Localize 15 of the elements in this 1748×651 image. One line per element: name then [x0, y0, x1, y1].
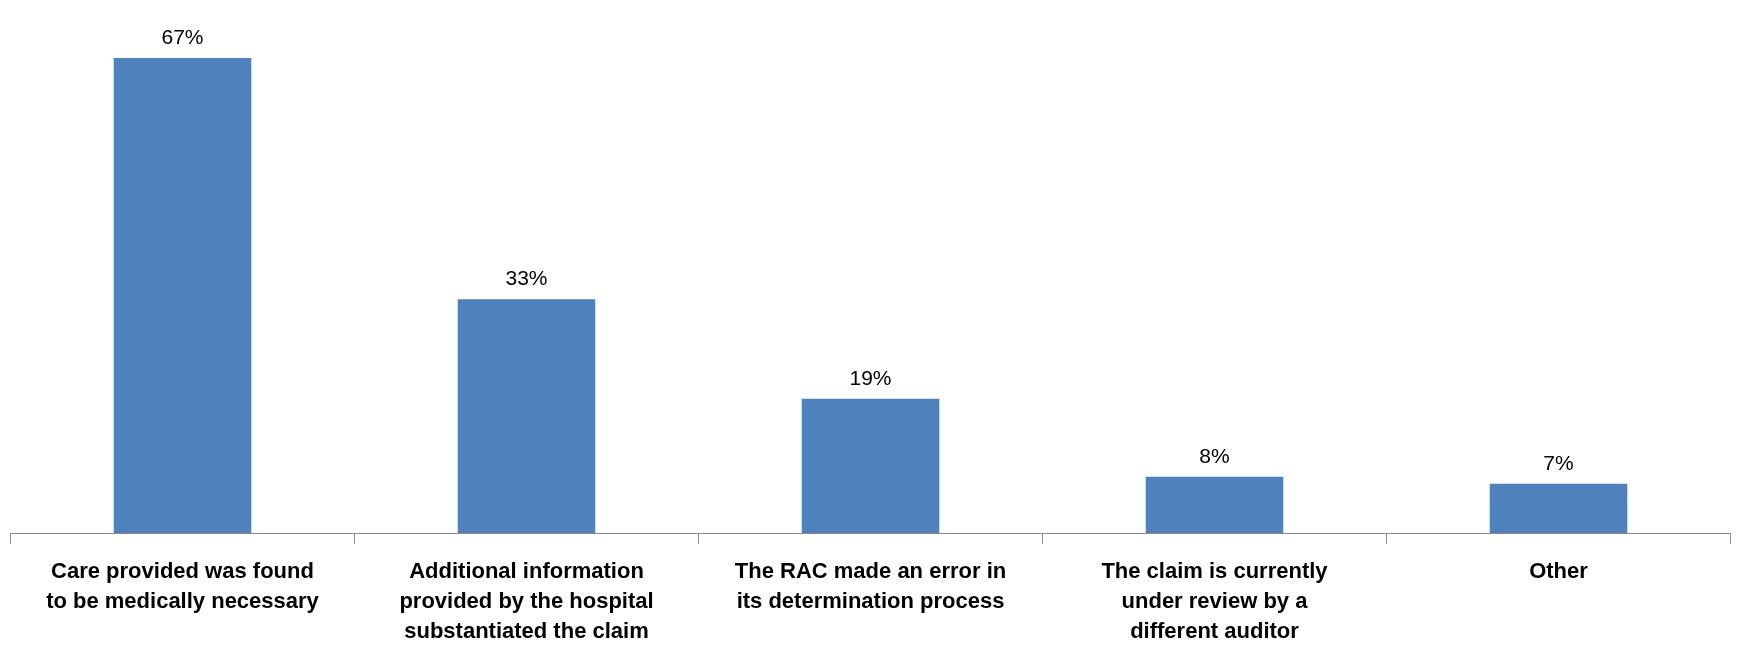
bar: [1145, 476, 1284, 534]
x-tick-label: Other: [1529, 557, 1589, 583]
bar: [801, 398, 940, 534]
x-tick-label: Additional information provided by the hospital substantiated the claim: [399, 557, 654, 643]
x-tick-label: The claim is currently under review by a different auditor: [1101, 557, 1329, 643]
data-label: 19%: [849, 365, 892, 389]
data-label: 67%: [161, 25, 204, 49]
data-label: 33%: [505, 266, 548, 290]
bar: [1489, 483, 1628, 534]
bar: [457, 299, 596, 534]
x-tick-label: Care provided was found to be medically necessary: [46, 557, 320, 613]
x-tick-label: The RAC made an error in its determination process: [734, 557, 1007, 613]
data-label: 8%: [1199, 443, 1230, 467]
data-label: 7%: [1543, 450, 1574, 474]
bar: [113, 58, 252, 534]
